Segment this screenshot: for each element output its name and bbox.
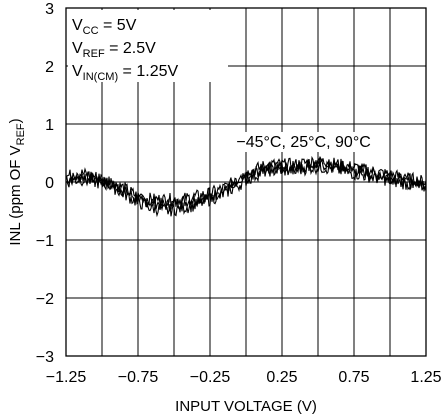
x-tick-label: 1.25 — [410, 369, 441, 386]
y-tick-label: −1 — [36, 233, 54, 250]
x-tick-label: −0.25 — [190, 369, 231, 386]
y-tick-label: 0 — [45, 175, 54, 192]
x-tick-label: −0.75 — [118, 369, 159, 386]
inl-series-line — [65, 155, 427, 208]
y-axis-label-prefix: INL (ppm OF V — [7, 145, 24, 245]
y-axis-label: INL (ppm OF VREF) — [7, 118, 27, 245]
conditions-block: VCC = 5V VREF = 2.5V VIN(CM) = 1.25V — [68, 10, 228, 83]
condition-text: VCC = 5V — [72, 17, 137, 37]
conditions-background — [68, 10, 228, 82]
y-tick-label: 3 — [45, 1, 54, 18]
inl-series-line — [65, 161, 427, 218]
y-tick-labels: −3 −2 −1 0 1 2 3 — [36, 1, 54, 366]
y-axis-label-sub: REF — [15, 123, 27, 145]
y-axis-label-suffix: ) — [7, 118, 24, 123]
x-tick-label: 0.25 — [266, 369, 297, 386]
x-tick-label: 0.75 — [338, 369, 369, 386]
annotation-background — [232, 132, 375, 152]
y-tick-label: −2 — [36, 291, 54, 308]
condition-text: VIN(CM) = 1.25V — [72, 63, 178, 83]
y-tick-label: 1 — [45, 117, 54, 134]
series-group — [65, 155, 427, 218]
x-tick-labels: −1.25 −0.75 −0.25 0.25 0.75 1.25 — [46, 369, 442, 386]
x-tick-label: −1.25 — [46, 369, 87, 386]
y-tick-label: 2 — [45, 59, 54, 76]
temperature-annotation: −45°C, 25°C, 90°C — [236, 134, 370, 151]
y-tick-label: −3 — [36, 349, 54, 366]
condition-text: VREF = 2.5V — [72, 40, 156, 60]
x-axis-label: INPUT VOLTAGE (V) — [175, 398, 317, 415]
plot-frame — [65, 7, 427, 357]
